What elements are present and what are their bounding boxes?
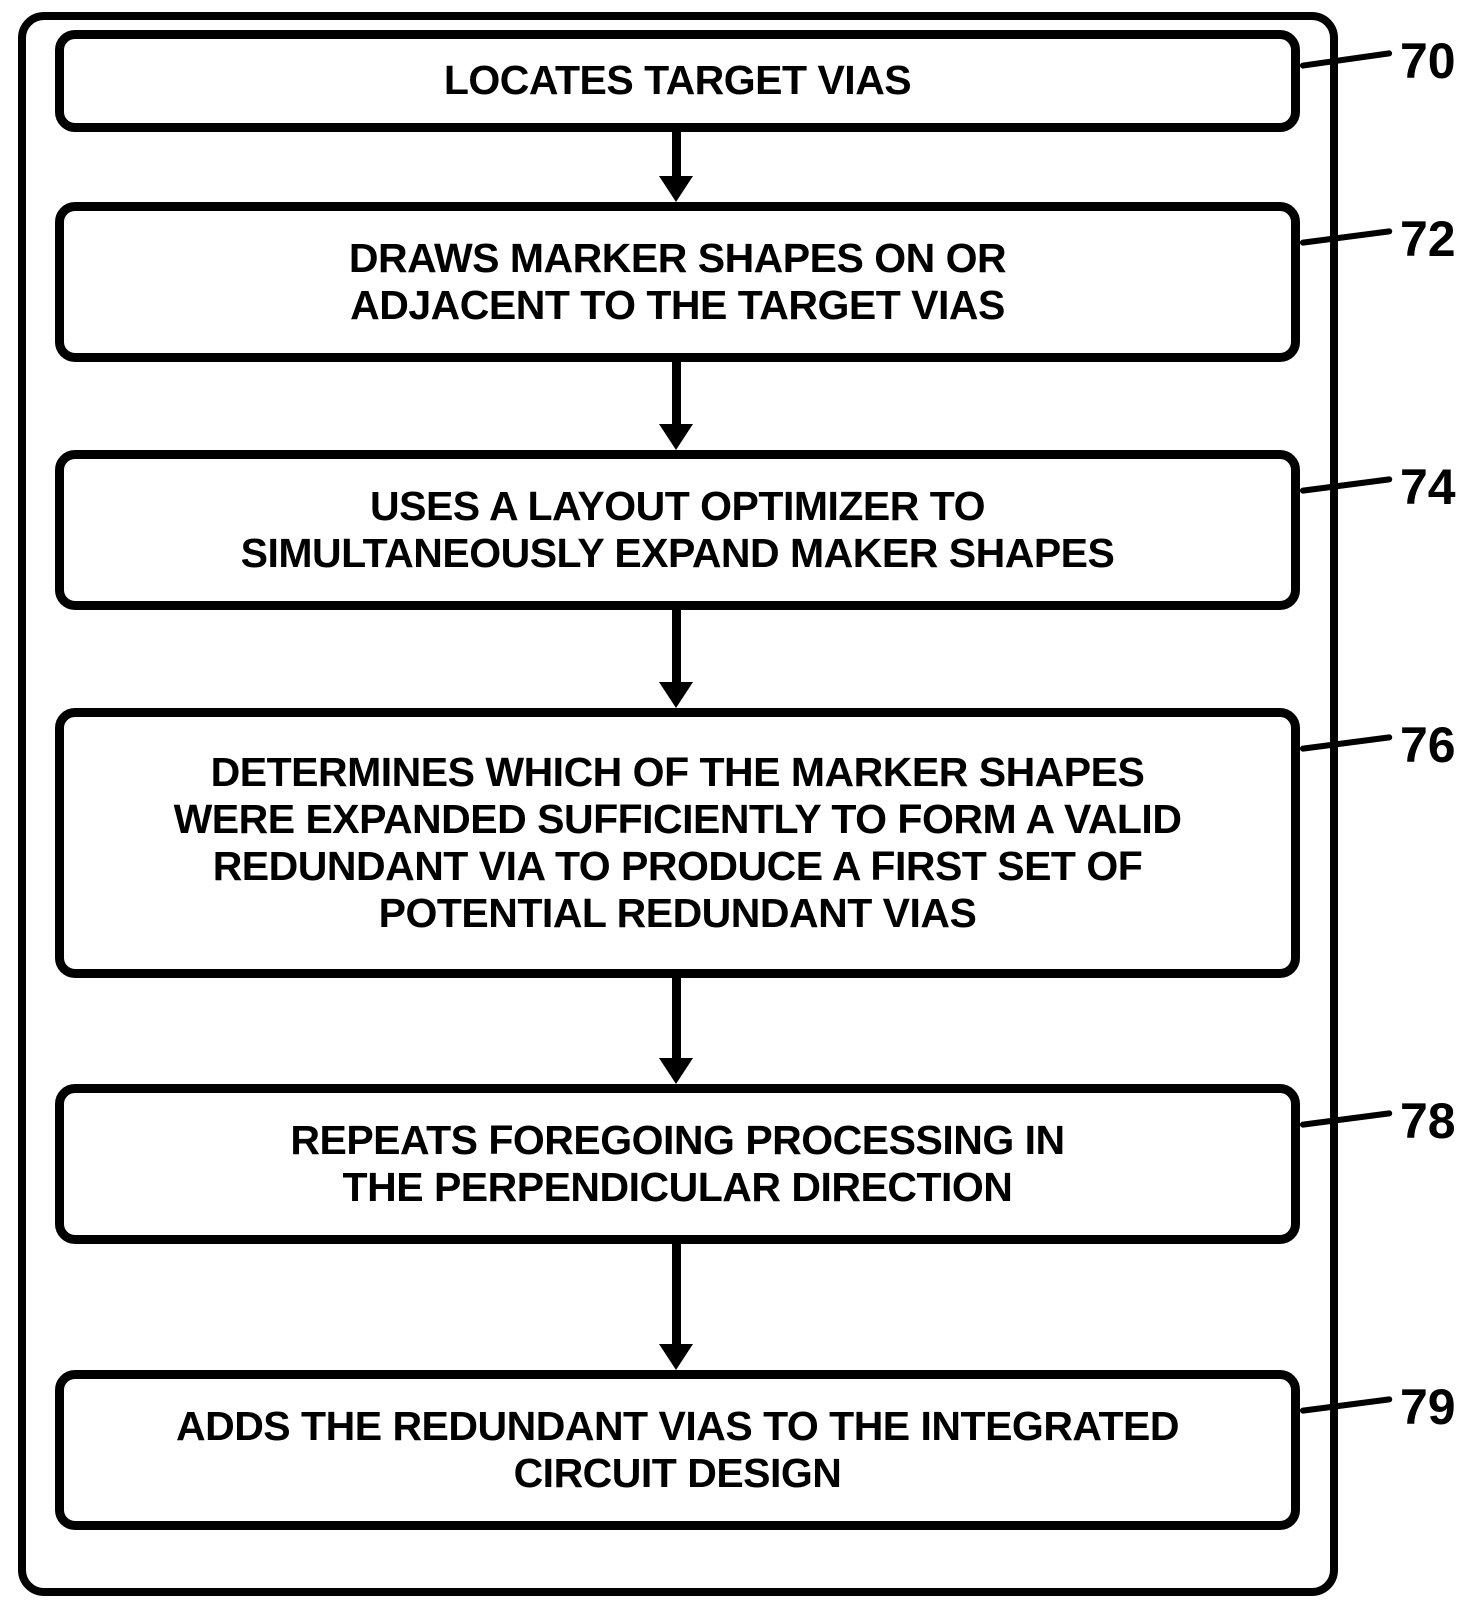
node-n79: ADDS THE REDUNDANT VIAS TO THE INTEGRATE… [55,1370,1300,1530]
arrowhead-n74-n76 [659,682,693,711]
label-n79: 79 [1400,1378,1456,1436]
label-n76: 76 [1400,716,1456,774]
edge-n70-n72 [672,132,681,176]
edge-n72-n74 [672,362,681,424]
arrowhead-n70-n72 [659,176,693,205]
edge-n74-n76 [672,610,681,682]
label-n78: 78 [1400,1092,1456,1150]
node-n72: DRAWS MARKER SHAPES ON OR ADJACENT TO TH… [55,202,1300,362]
arrowhead-n78-n79 [659,1344,693,1373]
label-n72: 72 [1400,210,1456,268]
flowchart-canvas: LOCATES TARGET VIAS DRAWS MARKER SHAPES O… [0,0,1484,1609]
node-n76: DETERMINES WHICH OF THE MARKER SHAPES WE… [55,708,1300,978]
label-n74: 74 [1400,458,1456,516]
arrowhead-n76-n78 [659,1058,693,1087]
edge-n76-n78 [672,978,681,1058]
label-n70: 70 [1400,32,1456,90]
node-n70: LOCATES TARGET VIAS [55,30,1300,132]
node-n74: USES A LAYOUT OPTIMIZER TO SIMULTANEOUSL… [55,450,1300,610]
arrowhead-n72-n74 [659,424,693,453]
node-n78: REPEATS FOREGOING PROCESSING IN THE PERP… [55,1084,1300,1244]
edge-n78-n79 [672,1244,681,1344]
